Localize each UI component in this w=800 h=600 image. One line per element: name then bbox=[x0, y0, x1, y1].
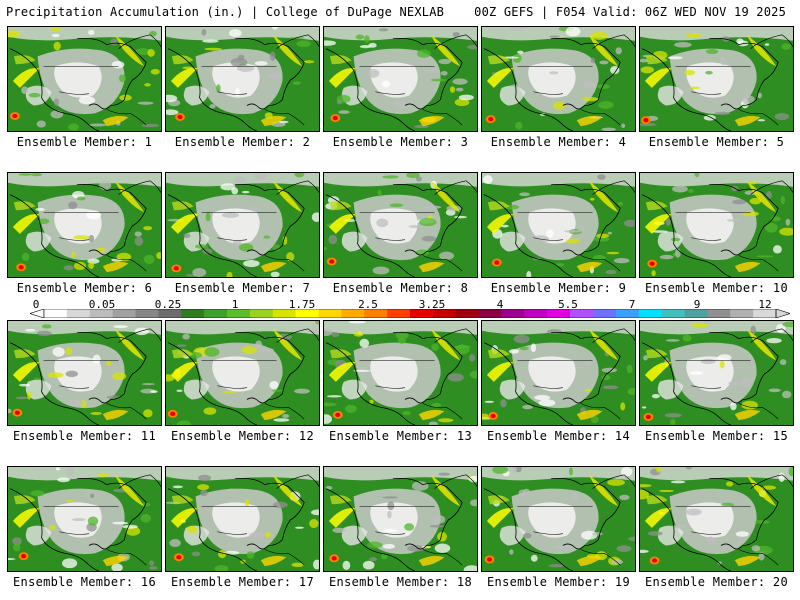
member-map-panel bbox=[639, 172, 794, 278]
member-label: Ensemble Member: 12 bbox=[171, 429, 314, 443]
member-label: Ensemble Member: 19 bbox=[487, 575, 630, 589]
member-label: Ensemble Member: 2 bbox=[174, 135, 311, 149]
member-map-panel bbox=[639, 466, 794, 572]
precip-map bbox=[166, 173, 319, 277]
member-map-panel bbox=[323, 26, 478, 132]
member-label: Ensemble Member: 14 bbox=[487, 429, 630, 443]
scale-tick-label: 1.75 bbox=[288, 298, 316, 311]
member-label: Ensemble Member: 13 bbox=[329, 429, 472, 443]
member-label: Ensemble Member: 1 bbox=[16, 135, 153, 149]
member-map-panel bbox=[481, 320, 636, 426]
scale-tick-label: 12 bbox=[758, 298, 772, 311]
member-map-panel bbox=[165, 172, 320, 278]
chart-title: Precipitation Accumulation (in.) | Colle… bbox=[6, 5, 445, 19]
precip-map bbox=[640, 321, 793, 425]
member-map-panel bbox=[7, 320, 162, 426]
member-label: Ensemble Member: 6 bbox=[16, 281, 153, 295]
precip-map bbox=[640, 467, 793, 571]
precip-map bbox=[640, 27, 793, 131]
member-label: Ensemble Member: 16 bbox=[13, 575, 156, 589]
precip-map bbox=[166, 467, 319, 571]
member-label: Ensemble Member: 15 bbox=[645, 429, 788, 443]
precip-map bbox=[166, 321, 319, 425]
member-label: Ensemble Member: 11 bbox=[13, 429, 156, 443]
member-map-panel bbox=[481, 26, 636, 132]
scale-tick-label: 0 bbox=[32, 298, 40, 311]
member-label: Ensemble Member: 3 bbox=[332, 135, 469, 149]
scale-tick-label: 3.25 bbox=[418, 298, 446, 311]
precip-map bbox=[8, 173, 161, 277]
member-map-panel bbox=[165, 320, 320, 426]
run-valid-time: 00Z GEFS | F054 Valid: 06Z WED NOV 19 20… bbox=[474, 5, 786, 19]
scale-tick-label: 0.05 bbox=[88, 298, 116, 311]
precip-map bbox=[482, 467, 635, 571]
member-map-panel bbox=[323, 320, 478, 426]
member-map-panel bbox=[323, 466, 478, 572]
member-label: Ensemble Member: 4 bbox=[490, 135, 627, 149]
member-map-panel bbox=[7, 26, 162, 132]
member-label: Ensemble Member: 7 bbox=[174, 281, 311, 295]
member-map-panel bbox=[7, 172, 162, 278]
scale-tick-label: 1 bbox=[231, 298, 239, 311]
scale-tick-label: 5.5 bbox=[558, 298, 578, 311]
member-map-panel bbox=[481, 466, 636, 572]
precip-map bbox=[324, 27, 477, 131]
precip-map bbox=[324, 173, 477, 277]
scale-tick-label: 4 bbox=[496, 298, 504, 311]
member-label: Ensemble Member: 18 bbox=[329, 575, 472, 589]
precip-map bbox=[166, 27, 319, 131]
member-map-panel bbox=[639, 26, 794, 132]
member-map-panel bbox=[165, 26, 320, 132]
precip-map bbox=[8, 27, 161, 131]
scale-tick-label: 7 bbox=[628, 298, 636, 311]
precip-map bbox=[8, 467, 161, 571]
precip-map bbox=[482, 173, 635, 277]
precip-map bbox=[324, 321, 477, 425]
scale-tick-label: 9 bbox=[693, 298, 701, 311]
member-label: Ensemble Member: 5 bbox=[648, 135, 785, 149]
precip-map bbox=[8, 321, 161, 425]
member-label: Ensemble Member: 20 bbox=[645, 575, 788, 589]
member-label: Ensemble Member: 10 bbox=[645, 281, 788, 295]
precip-map bbox=[482, 321, 635, 425]
scale-color-strip bbox=[30, 309, 790, 318]
precip-map bbox=[482, 27, 635, 131]
precip-map bbox=[640, 173, 793, 277]
member-map-panel bbox=[7, 466, 162, 572]
precip-color-scale: 0 0.05 0.25 1 1.75 2.5 3.25 4 5.5 7 9 12 bbox=[30, 298, 790, 320]
member-map-panel bbox=[639, 320, 794, 426]
member-label: Ensemble Member: 17 bbox=[171, 575, 314, 589]
member-map-panel bbox=[165, 466, 320, 572]
member-label: Ensemble Member: 9 bbox=[490, 281, 627, 295]
member-map-panel bbox=[481, 172, 636, 278]
scale-tick-label: 2.5 bbox=[358, 298, 378, 311]
member-label: Ensemble Member: 8 bbox=[332, 281, 469, 295]
scale-tick-label: 0.25 bbox=[154, 298, 182, 311]
precip-map bbox=[324, 467, 477, 571]
member-map-panel bbox=[323, 172, 478, 278]
